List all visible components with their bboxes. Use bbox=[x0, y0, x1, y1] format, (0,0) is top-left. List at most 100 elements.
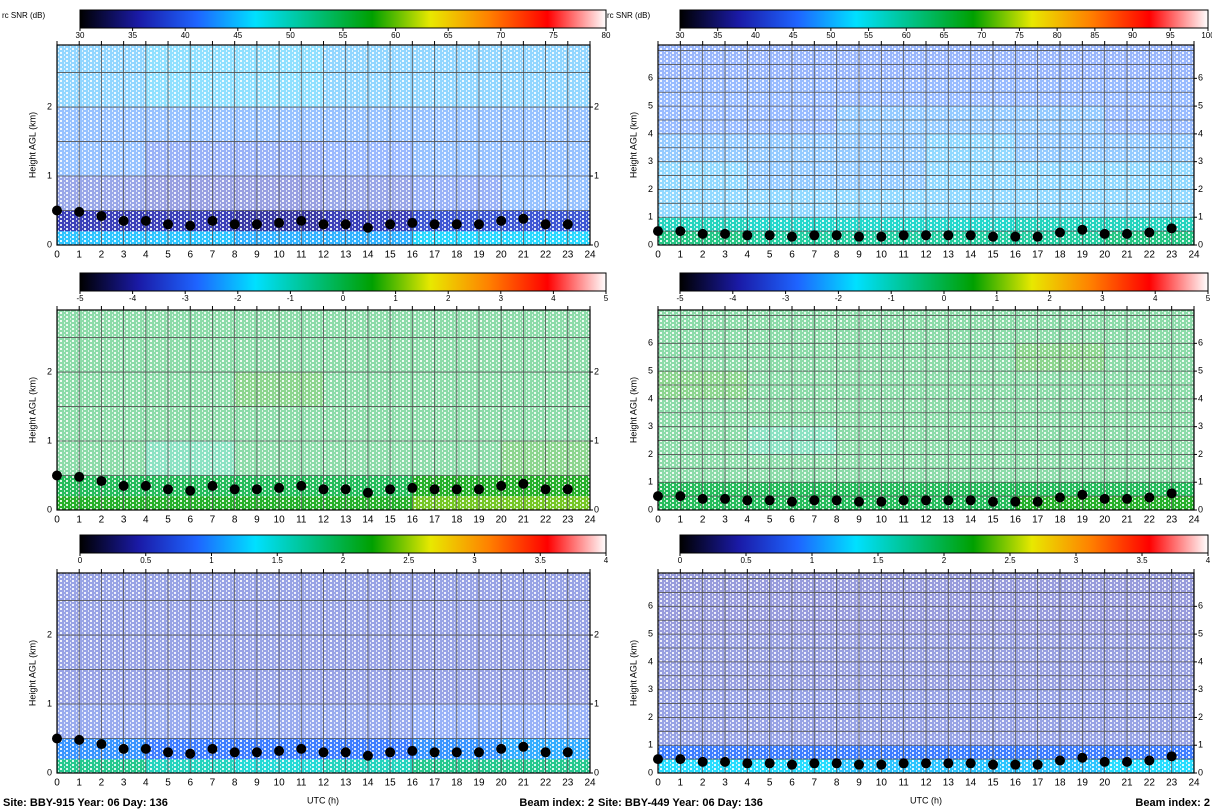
x-tick-label: 23 bbox=[562, 515, 574, 526]
x-tick-label: 0 bbox=[54, 778, 60, 789]
data-point bbox=[988, 759, 998, 770]
data-point bbox=[1099, 493, 1110, 504]
data-point bbox=[163, 484, 174, 495]
data-point bbox=[1055, 492, 1065, 503]
colorbar-tick-label: 3 bbox=[499, 294, 504, 303]
x-tick-label: 14 bbox=[362, 778, 374, 789]
y-tick-label: 5 bbox=[1198, 100, 1203, 110]
x-tick-label: 12 bbox=[920, 778, 932, 789]
x-tick-label: 5 bbox=[767, 515, 773, 526]
data-point bbox=[876, 496, 887, 507]
x-tick-label: 23 bbox=[562, 250, 574, 261]
data-point bbox=[1010, 231, 1021, 242]
x-tick-label: 15 bbox=[385, 515, 397, 526]
y-tick-label: 6 bbox=[648, 601, 653, 611]
x-tick-label: 16 bbox=[1010, 515, 1022, 526]
x-tick-label: 21 bbox=[518, 778, 530, 789]
data-point bbox=[96, 211, 107, 222]
data-point bbox=[943, 495, 954, 506]
x-tick-label: 11 bbox=[296, 515, 307, 526]
y-tick-label: 1 bbox=[594, 170, 599, 180]
data-point bbox=[787, 759, 797, 770]
data-point bbox=[1032, 496, 1043, 507]
data-point bbox=[407, 217, 418, 228]
data-point bbox=[274, 745, 285, 756]
colorbar-tick-label: -3 bbox=[182, 294, 190, 303]
colorbar-tick-label: 95 bbox=[1166, 31, 1175, 40]
data-point bbox=[720, 228, 730, 239]
y-axis-label: Height AGL (km) bbox=[27, 377, 37, 443]
data-point bbox=[518, 741, 529, 752]
data-point bbox=[451, 219, 462, 230]
y-tick-label: 2 bbox=[47, 101, 52, 111]
data-point bbox=[318, 747, 329, 758]
data-point bbox=[74, 471, 85, 482]
data-point bbox=[831, 230, 842, 241]
y-tick-label: 1 bbox=[1198, 212, 1203, 222]
y-tick-label: 1 bbox=[47, 170, 52, 180]
y-axis-label: Height AGL (km) bbox=[628, 640, 638, 706]
data-point bbox=[274, 217, 285, 228]
data-point bbox=[1122, 228, 1132, 239]
x-tick-label: 15 bbox=[385, 250, 397, 261]
data-point bbox=[988, 231, 998, 242]
data-point bbox=[496, 215, 507, 226]
y-tick-label: 2 bbox=[1198, 712, 1203, 722]
x-tick-label: 0 bbox=[655, 515, 661, 526]
data-point bbox=[229, 747, 240, 758]
y-axis-label: Height AGL (km) bbox=[27, 112, 37, 178]
y-tick-label: 4 bbox=[648, 656, 653, 666]
x-tick-label: 15 bbox=[987, 515, 999, 526]
y-tick-label: 6 bbox=[1198, 338, 1203, 348]
colorbar-tick-label: 2 bbox=[446, 294, 451, 303]
y-tick-label: 3 bbox=[648, 421, 653, 431]
x-tick-label: 16 bbox=[407, 250, 419, 261]
x-tick-label: 13 bbox=[340, 250, 352, 261]
colorbar bbox=[79, 272, 607, 292]
x-tick-label: 23 bbox=[1166, 250, 1178, 261]
data-point bbox=[1077, 489, 1088, 500]
x-tick-label: 16 bbox=[1010, 250, 1022, 261]
colorbar-tick-label: -5 bbox=[676, 294, 684, 303]
x-tick-label: 4 bbox=[745, 778, 751, 789]
data-point bbox=[809, 230, 820, 241]
data-point bbox=[653, 226, 663, 237]
data-point bbox=[96, 739, 107, 750]
data-point bbox=[118, 215, 129, 226]
colorbar-tick-label: 5 bbox=[604, 294, 609, 303]
x-tick-label: 10 bbox=[876, 515, 888, 526]
colorbar-tick-label: -5 bbox=[76, 294, 84, 303]
colorbar-tick-label: 5 bbox=[1206, 294, 1211, 303]
x-tick-label: 12 bbox=[318, 778, 330, 789]
data-point bbox=[185, 485, 196, 496]
x-tick-label: 19 bbox=[473, 515, 485, 526]
data-point bbox=[854, 231, 864, 242]
x-tick-label: 18 bbox=[451, 250, 463, 261]
data-point bbox=[965, 758, 976, 769]
x-tick-label: 18 bbox=[1054, 250, 1066, 261]
colorbar-tick-label: 45 bbox=[233, 31, 242, 40]
colorbar bbox=[679, 534, 1209, 554]
colorbar-tick-label: 90 bbox=[1128, 31, 1137, 40]
y-tick-label: 4 bbox=[1198, 656, 1203, 666]
data-point bbox=[1099, 228, 1110, 239]
x-tick-label: 21 bbox=[1121, 778, 1133, 789]
x-tick-label: 24 bbox=[584, 778, 596, 789]
x-tick-label: 6 bbox=[789, 778, 795, 789]
y-tick-label: 1 bbox=[648, 477, 653, 487]
x-tick-label: 4 bbox=[745, 515, 751, 526]
x-axis-label: UTC (h) bbox=[307, 795, 339, 805]
y-tick-label: 1 bbox=[648, 740, 653, 750]
y-tick-label: 2 bbox=[1198, 184, 1203, 194]
x-tick-label: 19 bbox=[1077, 778, 1089, 789]
colorbar-tick-label: 2.5 bbox=[403, 556, 415, 565]
y-tick-label: 0 bbox=[594, 767, 599, 777]
x-tick-label: 10 bbox=[274, 778, 286, 789]
data-point bbox=[787, 496, 797, 507]
data-point bbox=[562, 219, 573, 230]
x-tick-label: 19 bbox=[1077, 515, 1089, 526]
footer-beam: Beam index: 2 bbox=[1135, 797, 1210, 809]
data-point bbox=[251, 747, 262, 758]
x-tick-label: 9 bbox=[254, 778, 260, 789]
y-tick-label: 1 bbox=[648, 212, 653, 222]
